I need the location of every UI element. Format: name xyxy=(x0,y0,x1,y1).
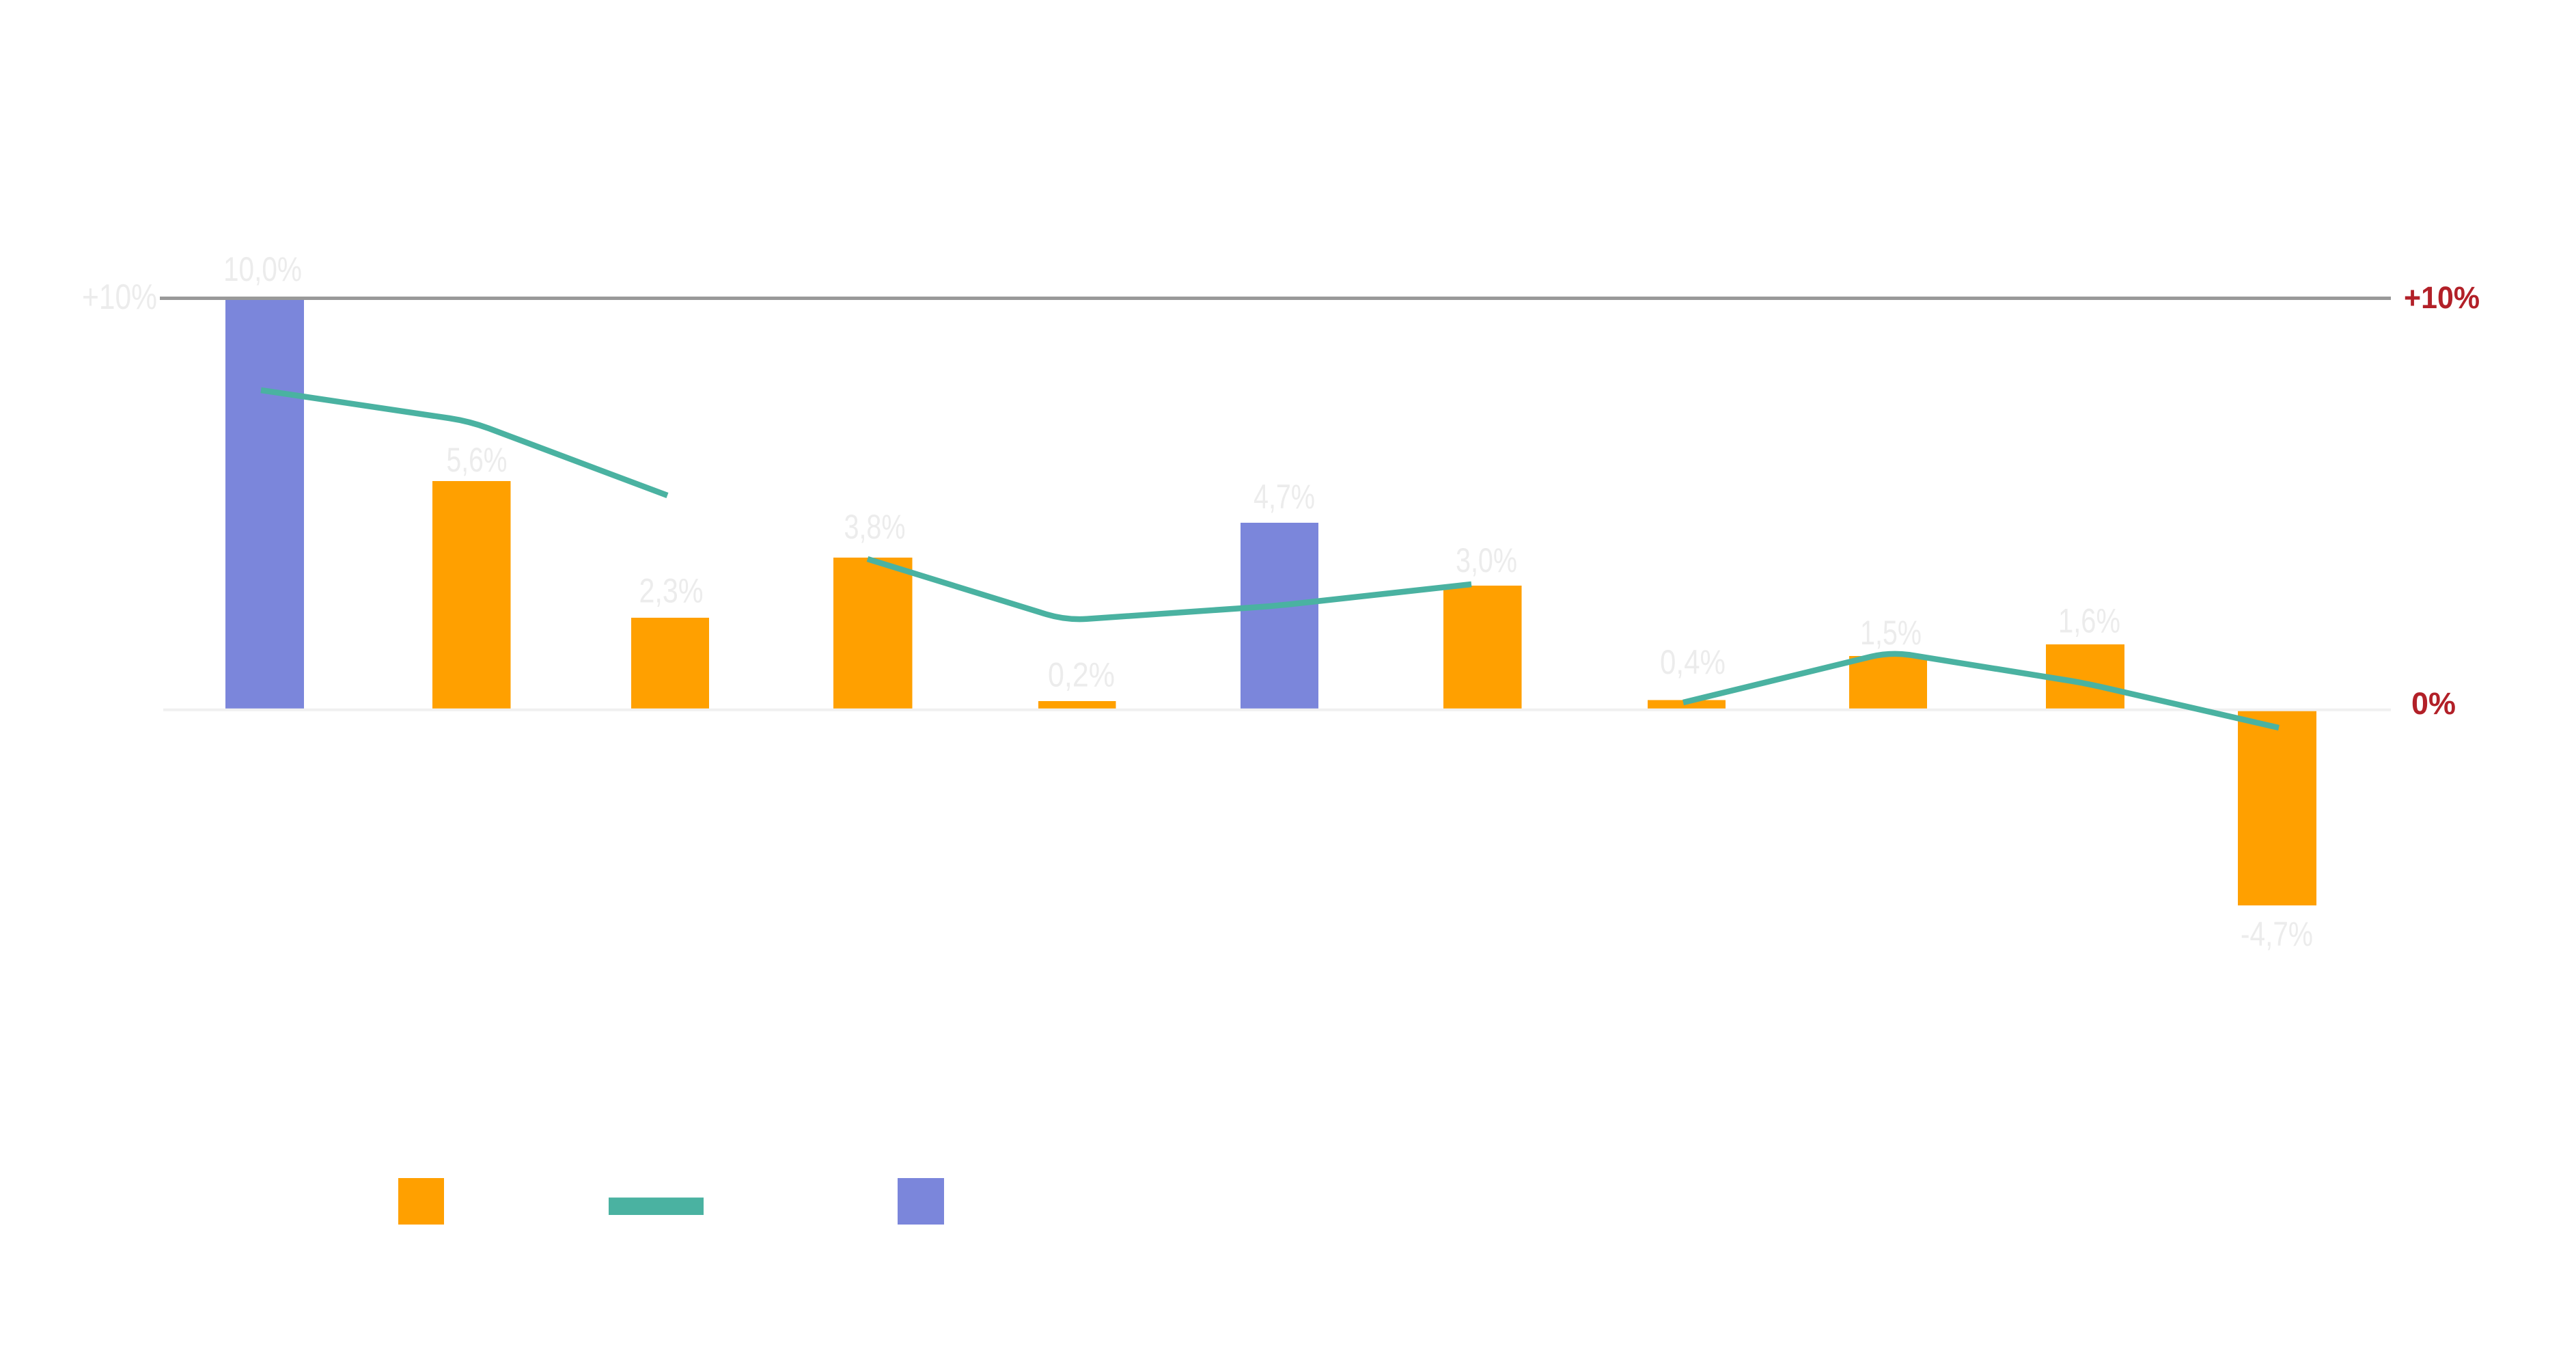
svg-text:3,8%: 3,8% xyxy=(844,508,906,546)
svg-text:1,6%: 1,6% xyxy=(2058,602,2120,640)
svg-text:0,2%: 0,2% xyxy=(1048,656,1115,694)
svg-text:5,6%: 5,6% xyxy=(447,441,508,479)
svg-text:0,4%: 0,4% xyxy=(1660,643,1726,681)
svg-text:1,5%: 1,5% xyxy=(1860,614,1922,652)
svg-text:0%: 0% xyxy=(2411,686,2456,721)
svg-text:+10%: +10% xyxy=(82,277,157,317)
svg-text:10,0%: 10,0% xyxy=(223,250,302,288)
svg-text:3,0%: 3,0% xyxy=(1456,541,1517,579)
svg-text:-4,7%: -4,7% xyxy=(2241,915,2313,953)
svg-text:+10%: +10% xyxy=(2404,280,2480,315)
svg-text:2,3%: 2,3% xyxy=(639,572,704,610)
svg-text:4,7%: 4,7% xyxy=(1254,478,1315,516)
